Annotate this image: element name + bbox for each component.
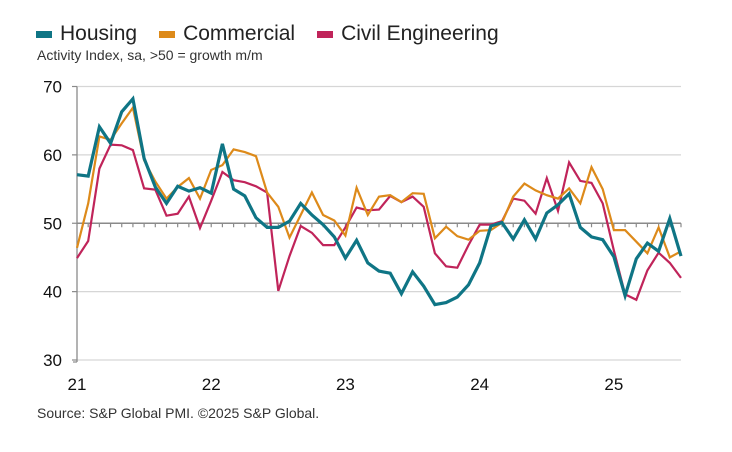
legend-item-housing: Housing (36, 22, 137, 46)
x-tick-label-21: 21 (68, 375, 87, 394)
axes (72, 85, 682, 363)
tick-labels: 30 40 50 60 70 21 22 23 24 25 (43, 78, 623, 395)
legend-label-housing: Housing (60, 22, 138, 45)
legend-swatch-housing (36, 30, 52, 38)
legend: Housing Commercial Civil Engineering (36, 22, 521, 46)
x-tick-label-23: 23 (336, 375, 355, 394)
legend-label-civil-engineering: Civil Engineering (341, 22, 499, 45)
chart-subtitle: Activity Index, sa, >50 = growth m/m (37, 47, 263, 63)
legend-swatch-civil-engineering (317, 30, 334, 38)
legend-item-civil-engineering: Civil Engineering (317, 22, 499, 46)
legend-swatch-commercial (159, 30, 176, 38)
y-tick-label-50: 50 (43, 214, 62, 233)
series-line-housing (76, 95, 683, 307)
x-tick-label-24: 24 (470, 375, 489, 394)
series-line-civil-engineering (76, 143, 682, 302)
source-note: Source: S&P Global PMI. ©2025 S&P Global… (37, 405, 320, 421)
legend-item-commercial: Commercial (159, 22, 295, 46)
series-lines (75, 95, 683, 307)
x-tick-label-25: 25 (604, 375, 623, 394)
y-tick-label-30: 30 (43, 351, 62, 370)
y-tick-label-40: 40 (43, 283, 62, 302)
y-tick-label-70: 70 (43, 78, 62, 97)
legend-label-commercial: Commercial (183, 22, 296, 45)
y-tick-label-60: 60 (43, 146, 62, 165)
x-tick-label-22: 22 (202, 375, 221, 394)
